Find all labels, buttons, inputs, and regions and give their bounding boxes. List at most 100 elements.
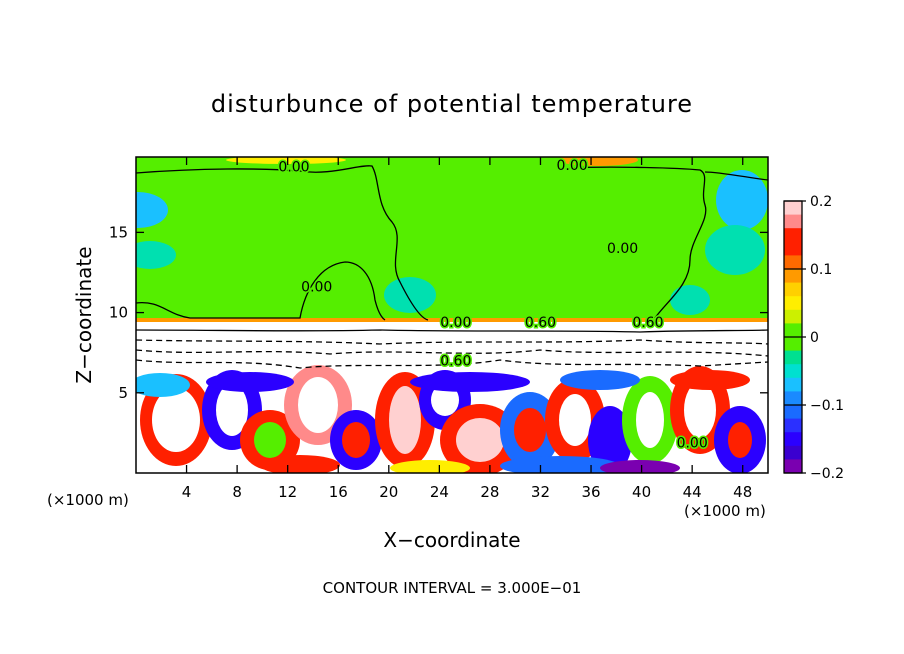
field-eddy xyxy=(206,372,294,392)
field-eddy xyxy=(390,460,470,473)
field-eddy xyxy=(559,394,591,446)
field-eddy xyxy=(456,418,504,462)
x-axis-ticks: 4 8 12 16 20 24 28 32 36 40 44 48 xyxy=(182,157,752,501)
colorbar-tick-label: 0 xyxy=(810,330,819,346)
field-eddy xyxy=(588,406,632,473)
field-eddy xyxy=(216,384,248,436)
field-eddy xyxy=(684,382,716,438)
colorbar-swatch xyxy=(784,241,802,256)
contour-label: 0.00 xyxy=(677,435,708,451)
colorbar-swatch xyxy=(784,309,802,324)
field-eddy xyxy=(514,408,546,452)
contour-label: 0.00 xyxy=(440,315,471,331)
x-tick-label: 4 xyxy=(182,483,192,501)
y-tick-label: 15 xyxy=(109,223,128,241)
field-interface-line xyxy=(136,318,768,322)
field-interface-band xyxy=(136,318,768,370)
contour-line xyxy=(136,165,429,321)
colorbar-swatch xyxy=(784,432,802,447)
contour-label: 0.60 xyxy=(632,315,663,331)
temperature-field xyxy=(136,157,768,473)
x-unit-right: (×1000 m) xyxy=(684,502,766,520)
field-eddy xyxy=(152,388,200,452)
y-axis-ticks: 5 10 15 xyxy=(109,223,768,402)
colorbar-swatch xyxy=(784,377,802,392)
colorbar-swatch xyxy=(784,255,802,270)
field-eddy xyxy=(260,455,340,473)
field-patch xyxy=(136,241,176,269)
contour-interval-note: CONTOUR INTERVAL = 3.000E−01 xyxy=(323,579,582,597)
colorbar-swatch xyxy=(784,364,802,379)
contour-labels: 0.00 0.00 0.00 0.00 0.00 0.60 0.60 0.60 0.00 xyxy=(277,157,709,453)
colorbar-tick-label: −0.1 xyxy=(810,398,844,414)
field-eddy xyxy=(431,384,459,416)
x-axis-label: X−coordinate xyxy=(383,528,520,552)
x-tick-label: 12 xyxy=(278,483,297,501)
x-tick-label: 24 xyxy=(430,483,449,501)
colorbar-tick-label: 0.1 xyxy=(810,262,832,278)
x-unit-left: (×1000 m) xyxy=(47,491,129,509)
colorbar-swatch xyxy=(784,445,802,460)
contour-label: 0.00 xyxy=(556,158,587,174)
field-patch xyxy=(716,170,768,230)
x-tick-label: 32 xyxy=(531,483,550,501)
field-eddy xyxy=(342,422,370,458)
chart-title: disturbunce of potential temperature xyxy=(211,90,693,118)
colorbar-swatch xyxy=(784,391,802,406)
field-eddy xyxy=(728,422,752,458)
contour-line xyxy=(704,171,768,181)
x-tick-label: 44 xyxy=(683,483,702,501)
colorbar-swatch xyxy=(784,228,802,243)
field-patch xyxy=(705,225,765,275)
field-eddy xyxy=(560,370,640,390)
contour-label: 0.00 xyxy=(278,159,309,175)
contour-line xyxy=(136,359,768,369)
colorbar-swatch xyxy=(784,459,802,474)
field-patch xyxy=(670,285,710,315)
contour-line xyxy=(136,261,386,321)
contour-line xyxy=(136,339,768,345)
colorbar-tick-label: −0.2 xyxy=(810,466,844,482)
contour-line xyxy=(136,329,768,333)
field-patch xyxy=(226,157,346,164)
field-eddy xyxy=(298,377,338,433)
x-tick-label: 20 xyxy=(379,483,398,501)
field-eddy xyxy=(500,456,620,473)
y-tick-label: 5 xyxy=(118,384,128,402)
contour-label: 0.00 xyxy=(301,280,332,296)
field-eddy xyxy=(670,370,750,390)
contour-line xyxy=(136,349,768,357)
y-axis-label: Z−coordinate xyxy=(72,246,96,383)
field-patch xyxy=(384,277,436,313)
colorbar-swatch xyxy=(784,296,802,311)
colorbar-swatch xyxy=(784,350,802,365)
x-tick-label: 8 xyxy=(232,483,242,501)
x-tick-label: 28 xyxy=(480,483,499,501)
contour-line xyxy=(559,166,707,319)
field-eddy xyxy=(410,372,530,392)
contour-label: 0.00 xyxy=(607,241,638,257)
field-eddy xyxy=(636,392,664,448)
colorbar-swatch xyxy=(784,201,802,216)
x-tick-label: 16 xyxy=(329,483,348,501)
colorbar-swatch xyxy=(784,405,802,420)
colorbar-swatch xyxy=(784,282,802,297)
colorbar: 0.2 0.1 0 −0.1 −0.2 xyxy=(783,194,844,482)
contour-label: 0.60 xyxy=(440,354,471,370)
colorbar-tick-label: 0.2 xyxy=(810,194,832,210)
x-tick-label: 40 xyxy=(632,483,651,501)
colorbar-swatch xyxy=(784,323,802,338)
contour-label: 0.60 xyxy=(525,315,556,331)
field-patch xyxy=(136,192,168,228)
field-eddy xyxy=(389,386,421,454)
contour-lines xyxy=(136,165,768,369)
colorbar-swatch xyxy=(784,418,802,433)
y-tick-label: 10 xyxy=(109,304,128,322)
x-tick-label: 36 xyxy=(581,483,600,501)
colorbar-swatch xyxy=(784,214,802,229)
field-eddy xyxy=(136,373,190,397)
colorbar-swatch xyxy=(784,337,802,352)
plot-frame xyxy=(135,156,769,474)
x-tick-label: 48 xyxy=(733,483,752,501)
